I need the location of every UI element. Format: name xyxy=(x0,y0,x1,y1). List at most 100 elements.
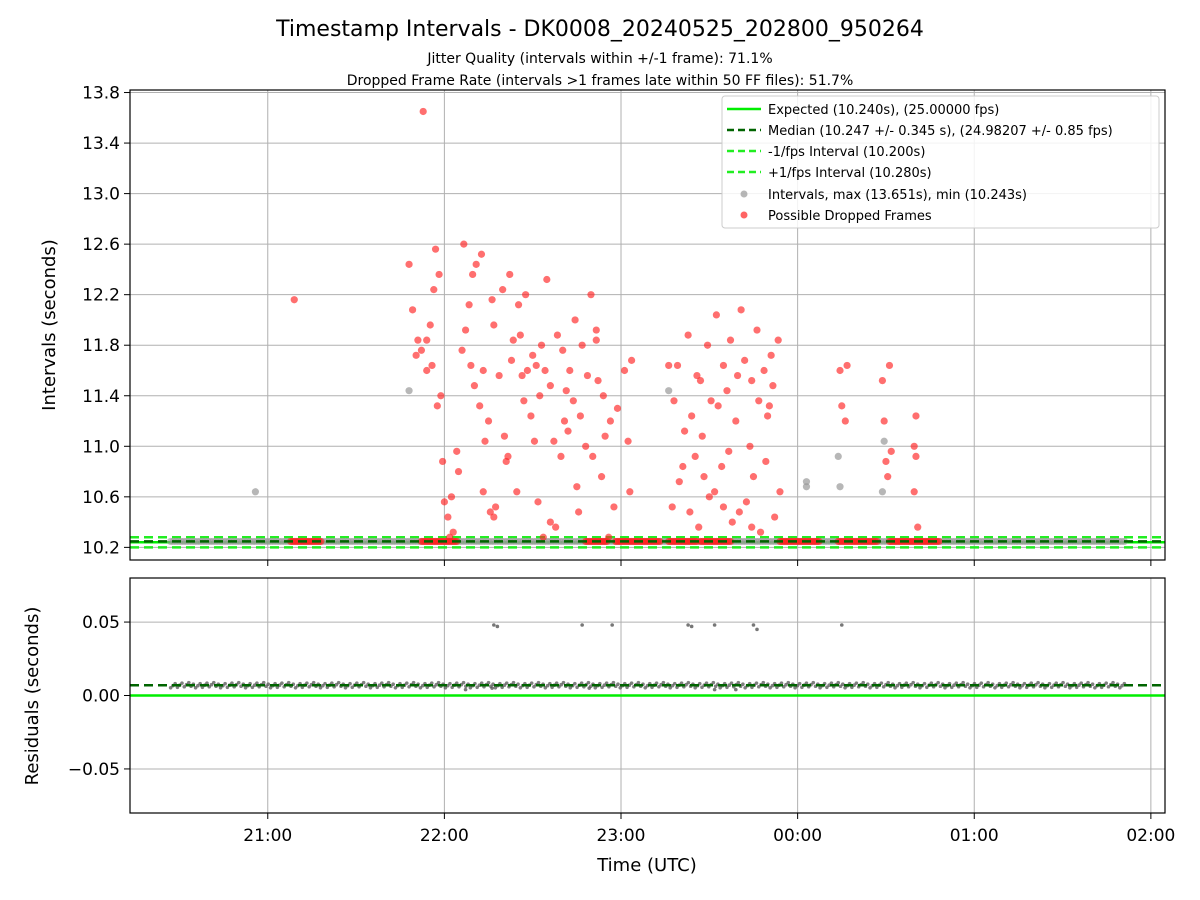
dropped-frame-point xyxy=(472,260,480,268)
dropped-frame-point xyxy=(589,452,597,460)
dropped-frame-point xyxy=(290,296,298,304)
dropped-frame-point xyxy=(439,457,447,466)
interval-point xyxy=(251,488,260,496)
residual-point xyxy=(786,680,791,685)
dropped-frame-point xyxy=(423,336,431,344)
dropped-frame-point xyxy=(500,432,509,440)
residual-point xyxy=(986,680,990,685)
dropped-frame-point xyxy=(878,376,887,385)
legend-median-label: Median (10.247 +/- 0.345 s), (24.98207 +… xyxy=(768,124,1113,139)
dropped-frame-point xyxy=(748,523,756,531)
dropped-frame-point xyxy=(476,402,484,410)
dropped-frame-point xyxy=(513,488,521,496)
dropped-frame-point xyxy=(684,331,692,339)
dropped-frame-point xyxy=(546,382,554,390)
interval-point xyxy=(802,483,811,491)
interval-point xyxy=(878,488,887,496)
residual-point xyxy=(448,681,452,686)
dropped-frame-point xyxy=(755,397,763,405)
dropped-frame-point xyxy=(688,412,696,420)
dropped-frame-point xyxy=(552,523,560,531)
dropped-frame-point xyxy=(707,397,715,405)
dropped-frame-point xyxy=(437,392,445,400)
dropped-frame-point xyxy=(560,417,569,425)
dropped-frame-point xyxy=(714,402,722,410)
dropped-frame-point xyxy=(564,427,572,435)
residual-point xyxy=(811,680,816,685)
residual-point xyxy=(734,687,738,692)
x-tick-label: 01:00 xyxy=(950,826,999,846)
dropped-frame-point xyxy=(726,336,735,344)
residual-point xyxy=(586,680,591,685)
residual-point xyxy=(689,624,694,629)
residual-point xyxy=(580,623,584,627)
residual-point xyxy=(280,681,284,685)
dropped-frame-point xyxy=(836,366,844,375)
dropped-frame-point xyxy=(539,533,547,541)
dropped-frame-point xyxy=(458,346,466,354)
residual-point xyxy=(1090,682,1095,686)
dropped-frame-point xyxy=(532,361,540,370)
dropped-frame-point xyxy=(479,488,487,496)
residual-point xyxy=(186,680,191,685)
dropped-frame-point xyxy=(530,437,539,445)
residual-point xyxy=(911,680,915,685)
dropped-frame-point xyxy=(605,533,613,541)
residual-point xyxy=(736,680,741,685)
dropped-frame-point xyxy=(597,473,606,481)
x-tick-label: 21:00 xyxy=(243,826,292,846)
dropped-frame-point xyxy=(465,301,473,309)
residual-point xyxy=(404,681,409,685)
dropped-frame-point xyxy=(594,376,602,385)
dropped-frame-point xyxy=(431,245,440,253)
dropped-frame-point xyxy=(691,452,699,460)
dropped-frame-point xyxy=(566,366,574,375)
residual-point xyxy=(886,680,891,685)
residual-point xyxy=(672,681,677,686)
residual-point xyxy=(495,624,500,629)
residual-point xyxy=(761,680,766,685)
legend-box xyxy=(721,95,1160,229)
dropped-frame-point xyxy=(723,387,731,395)
top-y-axis-label: Intervals (seconds) xyxy=(39,239,60,411)
dropped-frame-point xyxy=(735,508,743,516)
dropped-frame-point xyxy=(628,356,636,364)
residual-point xyxy=(211,680,216,685)
dropped-frame-point xyxy=(534,498,542,506)
residual-point xyxy=(751,623,756,627)
dropped-frame-point xyxy=(479,366,487,375)
residual-point xyxy=(636,680,641,685)
residual-point xyxy=(961,680,965,685)
dropped-frame-point xyxy=(484,417,493,425)
dropped-frame-point xyxy=(578,341,586,349)
interval-point xyxy=(802,478,811,486)
dropped-frame-point xyxy=(412,351,420,359)
residual-point xyxy=(755,627,759,632)
residual-point xyxy=(629,681,634,685)
dropped-frame-point xyxy=(686,508,694,516)
residual-point xyxy=(266,682,271,686)
dropped-frame-point xyxy=(550,437,558,445)
top-y-tick-label: 11.8 xyxy=(82,336,120,356)
dropped-frame-point xyxy=(414,336,422,344)
residual-point xyxy=(741,682,745,686)
dropped-frame-point xyxy=(765,402,773,410)
interval-point xyxy=(834,452,842,460)
legend-expected-label: Expected (10.240s), (25.00000 fps) xyxy=(768,103,999,118)
chart-subtitle-jitter: Jitter Quality (intervals within +/-1 fr… xyxy=(426,51,772,67)
dropped-frame-point xyxy=(885,361,894,370)
interval-point xyxy=(405,387,413,395)
residual-point xyxy=(840,682,845,686)
residual-point xyxy=(839,623,844,627)
dropped-frame-point xyxy=(575,508,583,516)
dropped-frame-point xyxy=(537,341,546,349)
dropped-frame-point xyxy=(771,513,779,521)
dropped-frame-point xyxy=(610,503,618,511)
dropped-frame-point xyxy=(453,447,461,455)
dropped-frame-point xyxy=(725,447,733,455)
top-plot-ticks: 10.2 10.6 11.0 11.4 11.8 12.2 12.6 13.0 13.4 13.8 xyxy=(82,84,1152,566)
x-tick-label: 02:00 xyxy=(1126,826,1175,846)
residual-point xyxy=(323,681,327,686)
dropped-frame-point xyxy=(693,371,701,380)
residual-point xyxy=(797,681,802,686)
